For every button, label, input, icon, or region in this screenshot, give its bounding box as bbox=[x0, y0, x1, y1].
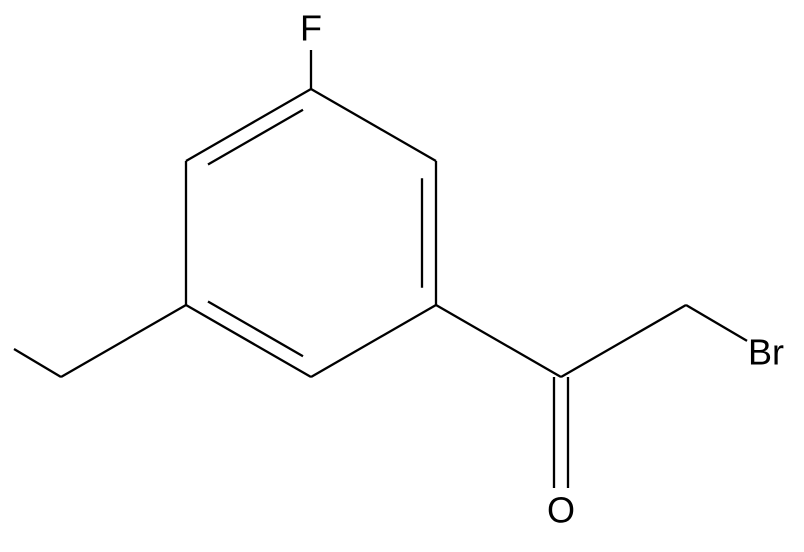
atom-label: F bbox=[300, 8, 322, 49]
atom-label: Br bbox=[748, 332, 784, 373]
molecule-diagram: F O Br bbox=[0, 0, 804, 552]
atom-label: O bbox=[547, 490, 575, 531]
